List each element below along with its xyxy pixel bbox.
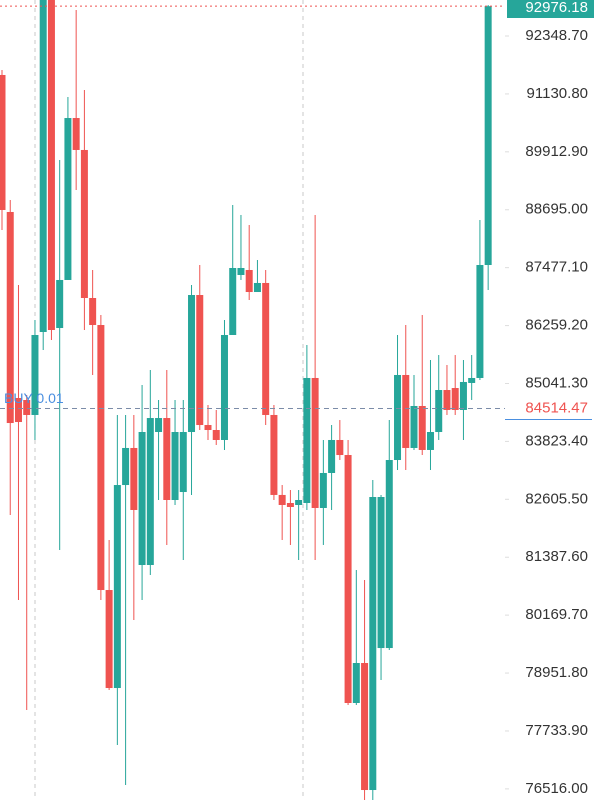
candle-body (31, 334, 39, 415)
order-label: BUY 0.01 (4, 390, 64, 406)
candle-body (286, 502, 294, 507)
candle-body (270, 414, 278, 495)
y-tick-label: 86259.20 (525, 317, 588, 334)
candle-body (122, 447, 130, 486)
candle-body (188, 295, 196, 433)
candle-body (97, 325, 105, 591)
candle-body (196, 295, 204, 426)
plot-area (0, 0, 505, 800)
candle-body (171, 432, 179, 500)
y-tick-label: 91130.80 (527, 85, 588, 102)
candle-body (377, 497, 385, 649)
candle-body (163, 418, 171, 500)
y-tick-label: 77733.90 (525, 722, 588, 739)
candle-body (204, 425, 212, 431)
candle-body (138, 432, 146, 566)
candle-body (72, 118, 80, 150)
candle-body (146, 418, 154, 566)
candle-body (426, 432, 434, 450)
order-price-label: 84514.47 (525, 400, 588, 417)
candle-body (468, 377, 476, 383)
candle-body (443, 390, 451, 410)
candle-body (369, 497, 377, 791)
candle-body (23, 400, 31, 415)
candle-body (220, 334, 228, 440)
candle-body (484, 6, 492, 266)
candle-body (262, 282, 270, 415)
candle-body (253, 282, 261, 293)
candle-body (311, 377, 319, 508)
candle-body (39, 0, 47, 333)
y-tick-label: 85041.30 (525, 374, 588, 391)
candle-body (14, 398, 22, 423)
price-axis: 92348.70 91130.80 89912.90 88695.00 87477.10… (505, 27, 588, 797)
y-tick-label: 88695.00 (525, 201, 588, 218)
y-tick-label: 87477.10 (525, 259, 588, 276)
y-tick-label: 78951.80 (525, 664, 588, 681)
candle-body (361, 663, 369, 791)
y-tick-label: 81387.60 (525, 548, 588, 565)
y-tick-label: 82605.50 (525, 490, 588, 507)
candle-body (155, 418, 163, 433)
candle-body (64, 118, 72, 280)
candle-body (352, 663, 360, 703)
candle-body (47, 0, 55, 331)
candle-body (336, 439, 344, 456)
current-price-box (507, 0, 594, 18)
candle-body (394, 374, 402, 461)
candle-body (6, 211, 14, 424)
candle-body (451, 388, 459, 410)
candle-body (385, 460, 393, 649)
y-tick-label: 92348.70 (525, 27, 588, 44)
candle-body (328, 439, 336, 473)
candle-body (410, 405, 418, 448)
candle-body (303, 377, 311, 503)
candle-body (56, 279, 64, 329)
candle-body (435, 390, 443, 433)
candle-body (418, 405, 426, 450)
candle-body (476, 265, 484, 378)
candle-body (278, 494, 286, 505)
candle-body (113, 485, 121, 689)
candle-body (344, 455, 352, 703)
candle-body (0, 74, 6, 210)
y-tick-label: 80169.70 (525, 606, 588, 623)
candle-body (402, 374, 410, 448)
candle-body (245, 269, 253, 293)
current-price-label: 92976.18 (525, 0, 588, 16)
y-tick-label: 83823.40 (525, 432, 588, 449)
candle-body (237, 267, 245, 275)
y-tick-label: 89912.90 (525, 143, 588, 160)
candle-body (295, 500, 303, 505)
candle-body (179, 432, 187, 493)
candle-body (319, 472, 327, 508)
y-tick-label: 76516.00 (525, 780, 588, 797)
candle-body (80, 149, 88, 299)
candle-body (105, 590, 113, 689)
candle-body (130, 447, 138, 510)
candle-body (89, 298, 97, 326)
candle-body (229, 267, 237, 335)
candle-body (212, 430, 220, 440)
candle-body (459, 381, 467, 410)
